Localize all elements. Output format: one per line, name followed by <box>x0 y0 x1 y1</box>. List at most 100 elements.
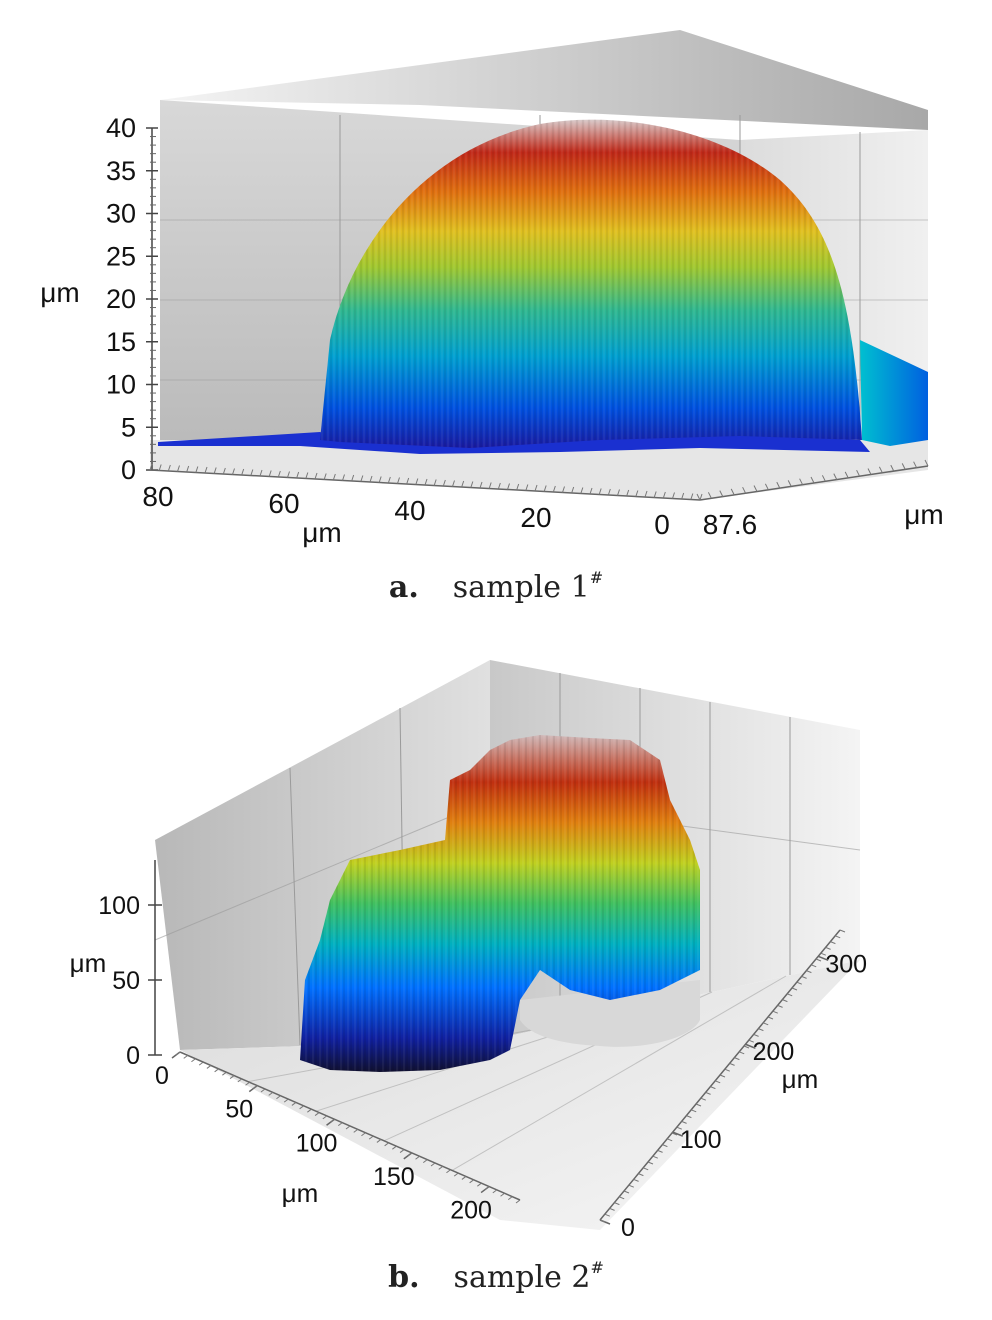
y-minor-tick <box>614 1202 620 1206</box>
y-tick-label: 300 <box>825 950 867 978</box>
x-minor-tick <box>198 1061 204 1066</box>
panel-sample-2: 0 50 100 μm 0 50 100 150 200 μm 0 100 200 300 μm … <box>0 640 992 1320</box>
grid-line <box>289 767 301 1046</box>
x-minor-tick <box>276 1095 281 1100</box>
y-minor-tick <box>696 493 701 501</box>
x-minor-tick <box>158 464 162 471</box>
x-minor-tick <box>452 480 455 487</box>
x-minor-tick <box>562 486 565 493</box>
x-tick-label: 80 <box>142 481 173 512</box>
y-minor-tick <box>730 488 735 496</box>
y-minor-tick <box>764 483 769 491</box>
y-minor-tick <box>719 1074 726 1078</box>
y-minor-tick <box>772 1010 778 1014</box>
y-tick-mark <box>672 1131 684 1137</box>
x-minor-tick <box>268 470 272 477</box>
x-minor-tick <box>446 1169 451 1174</box>
x-minor-tick <box>229 1075 235 1079</box>
x-minor-tick <box>259 469 263 477</box>
x-minor-tick <box>361 1132 366 1137</box>
x-minor-tick <box>525 484 529 491</box>
x-minor-tick <box>222 467 226 475</box>
x-minor-tick <box>245 1081 250 1086</box>
x-minor-tick <box>237 1078 243 1083</box>
x-tick-label: 100 <box>296 1129 338 1157</box>
x-minor-tick <box>323 473 327 480</box>
x-minor-tick <box>305 472 309 479</box>
x-minor-tick <box>204 466 208 474</box>
x-minor-tick <box>376 1139 382 1143</box>
y-tick-label: 100 <box>680 1126 722 1154</box>
y-minor-tick <box>791 987 798 991</box>
x-minor-tick <box>213 467 217 474</box>
y-minor-tick <box>643 1167 649 1171</box>
y-tick-mark <box>817 955 829 962</box>
caption-text: sample 2 <box>453 1260 591 1295</box>
x-minor-tick <box>662 491 666 499</box>
y-minor-tick <box>810 476 815 484</box>
z-tick-label: 25 <box>106 241 136 271</box>
pedestal <box>520 980 700 1047</box>
y-minor-tick <box>695 1103 702 1107</box>
x-minor-tick <box>507 1196 513 1201</box>
x-minor-tick <box>515 1199 521 1204</box>
x-minor-tick <box>598 488 602 495</box>
x-minor-tick <box>681 492 685 500</box>
x-minor-tick <box>384 1142 389 1147</box>
x-minor-tick <box>191 1058 196 1063</box>
y-minor-tick <box>739 1051 745 1055</box>
x-minor-tick <box>580 487 584 494</box>
y-minor-tick <box>707 492 712 499</box>
x-minor-tick <box>433 479 437 486</box>
y-minor-tick <box>623 1190 630 1194</box>
x-minor-tick <box>407 1152 413 1157</box>
x-minor-tick <box>322 1115 328 1120</box>
y-minor-tick <box>628 1184 634 1188</box>
z-tick-label: 40 <box>106 113 136 143</box>
y-minor-tick <box>835 935 841 939</box>
y-minor-tick <box>671 1132 678 1136</box>
x-minor-tick <box>534 484 538 492</box>
y-minor-tick <box>825 946 831 950</box>
y-tick-label: 200 <box>753 1038 795 1066</box>
y-minor-tick <box>662 1144 668 1148</box>
x-minor-tick <box>222 1071 227 1076</box>
x-minor-tick <box>500 1192 505 1197</box>
x-minor-tick <box>296 471 300 479</box>
z-tick-label: 0 <box>121 455 136 485</box>
y-minor-tick <box>763 1022 769 1026</box>
x-tick-label: 0 <box>155 1062 169 1090</box>
x-minor-tick <box>387 476 391 484</box>
x-ticks: 0 50 100 150 200 <box>155 1051 521 1225</box>
y-minor-tick <box>878 466 883 474</box>
y-minor-tick <box>715 1080 721 1084</box>
y-minor-tick <box>758 1028 764 1032</box>
grid-line <box>154 799 491 941</box>
x-tick-label: 150 <box>373 1163 415 1191</box>
y-minor-tick <box>667 1138 673 1142</box>
y-minor-tick <box>811 964 817 968</box>
surface-plot-sample-1: 0 5 10 15 20 25 30 35 40 μm 80 60 40 20 0 μm 87.6 μm <box>40 30 944 548</box>
y-minor-tick <box>821 475 826 482</box>
caption-text: sample 1 <box>452 570 590 605</box>
x-tick-label: 50 <box>225 1096 253 1124</box>
y-minor-tick <box>657 1149 663 1153</box>
y-minor-tick <box>767 1016 774 1020</box>
x-minor-tick <box>206 1065 212 1069</box>
x-minor-tick <box>406 477 410 485</box>
y-minor-tick <box>691 1109 697 1113</box>
x-minor-tick <box>415 1155 420 1160</box>
x-minor-tick <box>241 468 245 476</box>
x-axis-label: μm <box>302 517 341 548</box>
y-minor-tick <box>729 1062 735 1066</box>
x-minor-tick <box>342 474 345 481</box>
z-tick-label: 5 <box>121 412 136 442</box>
y-axis-label: μm <box>904 499 943 530</box>
y-minor-tick <box>609 1207 615 1211</box>
x-minor-tick <box>332 473 336 481</box>
x-minor-tick <box>183 1054 189 1059</box>
y-minor-tick <box>833 473 838 480</box>
x-minor-tick <box>470 481 474 488</box>
y-minor-tick <box>787 993 793 997</box>
x-minor-tick <box>488 482 492 489</box>
